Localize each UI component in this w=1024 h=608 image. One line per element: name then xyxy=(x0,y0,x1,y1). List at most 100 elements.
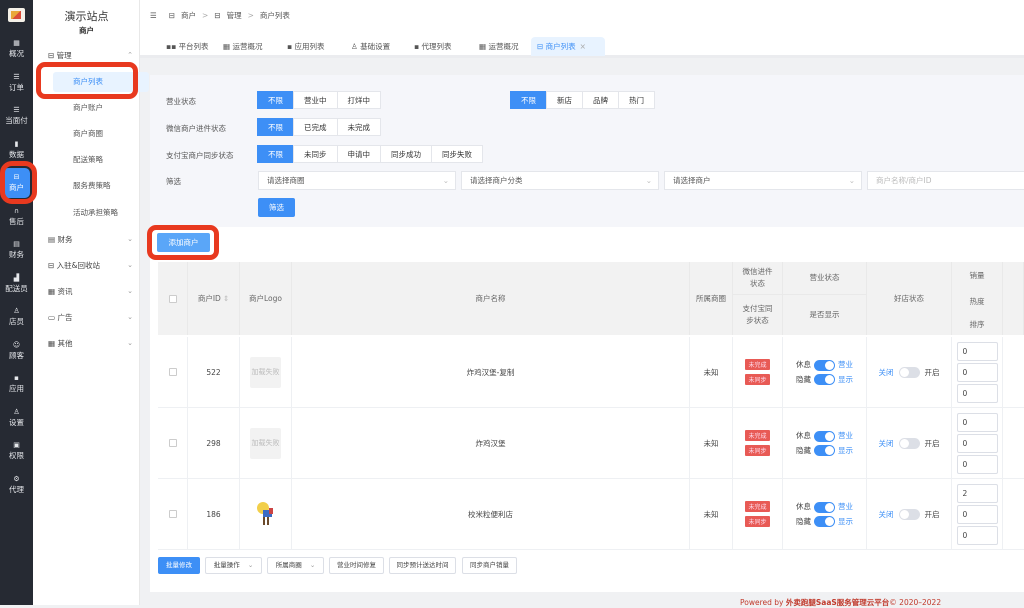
tab-ops-overview[interactable]: ▦ 运营概况 xyxy=(217,37,268,56)
tab-label: 平台列表 xyxy=(178,42,209,51)
option[interactable]: 新店 xyxy=(546,91,583,109)
rail-item-3[interactable]: ▮ 数据 xyxy=(3,135,30,165)
filter-button[interactable]: 筛选 xyxy=(258,198,295,217)
footer-brand[interactable]: 外卖跑腿SaaS服务管理云平台 xyxy=(785,598,890,607)
fix-hours-button[interactable]: 营业时间修复 xyxy=(329,557,384,574)
breadcrumb-item[interactable]: 管理 xyxy=(226,10,242,20)
rail-item-1[interactable]: ☰ 订单 xyxy=(3,68,30,98)
tab-agent-list[interactable]: ▪ 代理列表 xyxy=(408,37,457,56)
biz-toggle[interactable] xyxy=(814,359,835,371)
rail-item-9[interactable]: ☺ 顾客 xyxy=(3,336,30,366)
option[interactable]: 不限 xyxy=(510,91,547,109)
sync-eta-button[interactable]: 同步预计送达时间 xyxy=(389,557,456,574)
collapse-menu-icon[interactable]: ☰ xyxy=(150,10,157,20)
sidebar-group-news[interactable]: ▦ 资讯 ⌄ xyxy=(48,284,133,298)
sidebar-item-merchant-account[interactable]: 商户账户 xyxy=(73,103,103,112)
sidebar-item-fee-policy[interactable]: 服务费策略 xyxy=(73,181,111,190)
sidebar-group-other[interactable]: ▦ 其他 ⌄ xyxy=(48,336,133,350)
rail-item-4[interactable]: ⊟ 商户 xyxy=(3,168,30,198)
logo-cell: 加载失败 xyxy=(240,337,292,407)
rail-item-5[interactable]: ∩ 售后 xyxy=(3,202,30,232)
row-checkbox[interactable] xyxy=(168,510,177,518)
sidebar-group-manage[interactable]: ⊟ 管理 ⌃ xyxy=(48,48,133,62)
tab-ops-overview-2[interactable]: ▦ 运营概况 xyxy=(473,37,524,56)
search-input[interactable]: 商户名称/商户ID xyxy=(867,171,1024,190)
option[interactable]: 已完成 xyxy=(293,118,338,136)
breadcrumb-item[interactable]: 商户 xyxy=(181,10,197,20)
merchant-table: 商户ID ⇕ 商户Logo 商户名称 所属商圈 微信进件状态 支付宝同步状态 营业… xyxy=(150,227,1024,592)
rail-label: 概况 xyxy=(9,49,24,58)
sales-input[interactable]: 0 xyxy=(956,412,998,432)
option[interactable]: 申请中 xyxy=(336,145,381,163)
tab-app-list[interactable]: ▪ 应用列表 xyxy=(281,37,330,56)
option[interactable]: 同步成功 xyxy=(380,145,432,163)
rail-item-10[interactable]: ▪ 应用 xyxy=(3,369,30,399)
rail-item-13[interactable]: ⚙ 代理 xyxy=(3,470,30,500)
select-all-checkbox[interactable] xyxy=(168,294,177,303)
option[interactable]: 打烊中 xyxy=(336,91,381,109)
sync-sales-button[interactable]: 同步商户销量 xyxy=(462,557,517,574)
header-alipay: 支付宝同步状态 xyxy=(733,295,783,335)
sales-input[interactable]: 2 xyxy=(956,483,998,503)
sidebar-item-activity-policy[interactable]: 活动承担策略 xyxy=(73,208,118,217)
option[interactable]: 同步失败 xyxy=(431,145,483,163)
tab-basic-settings[interactable]: ♙ 基础设置 xyxy=(345,37,396,56)
heat-input[interactable]: 0 xyxy=(956,504,998,524)
rail-item-6[interactable]: ▤ 财务 xyxy=(3,235,30,265)
option[interactable]: 不限 xyxy=(257,91,294,109)
sales-input[interactable]: 0 xyxy=(956,341,998,361)
good-toggle[interactable] xyxy=(898,437,920,449)
sidebar-item-merchant-list[interactable]: 商户列表 xyxy=(53,72,149,92)
header-id[interactable]: 商户ID ⇕ xyxy=(188,262,240,335)
sort-icon[interactable]: ⇕ xyxy=(222,293,230,303)
tab-merchant-list[interactable]: ⊟ 商户列表 × xyxy=(531,37,605,56)
good-toggle[interactable] xyxy=(898,366,920,378)
row-checkbox[interactable] xyxy=(168,368,177,376)
heat-input[interactable]: 0 xyxy=(956,433,998,453)
batch-ops-dropdown[interactable]: 批量操作 ⌄ xyxy=(205,557,262,574)
option[interactable]: 未完成 xyxy=(336,118,381,136)
display-toggle[interactable] xyxy=(814,516,835,527)
rail-item-12[interactable]: ▣ 权限 xyxy=(3,436,30,466)
category-select[interactable]: 请选择商户分类 ⌄ xyxy=(461,171,659,190)
option[interactable]: 不限 xyxy=(257,145,294,163)
option[interactable]: 热门 xyxy=(618,91,655,109)
sort-input[interactable]: 0 xyxy=(956,383,998,403)
sort-input[interactable]: 0 xyxy=(956,454,998,474)
biz-toggle[interactable] xyxy=(814,501,835,513)
sidebar-group-ads[interactable]: ▭ 广告 ⌄ xyxy=(48,310,133,324)
sidebar-group-finance[interactable]: ▤ 财务 ⌄ xyxy=(48,232,133,246)
option[interactable]: 品牌 xyxy=(582,91,619,109)
biz-toggle[interactable] xyxy=(814,430,835,442)
add-merchant-button[interactable]: 添加商户 xyxy=(157,233,210,252)
sort-input[interactable]: 0 xyxy=(956,525,998,545)
option[interactable]: 不限 xyxy=(257,118,294,136)
rail-item-11[interactable]: ♙ 设置 xyxy=(3,403,30,433)
heat-input[interactable]: 0 xyxy=(956,362,998,382)
sidebar-item-delivery-policy[interactable]: 配送策略 xyxy=(73,155,103,164)
rail-item-0[interactable]: ▦ 概况 xyxy=(3,34,30,64)
tab-platform-list[interactable]: ▪▪ 平台列表 xyxy=(160,37,215,56)
open-label: 营业 xyxy=(838,360,853,369)
rail-item-2[interactable]: ☰ 当面付 xyxy=(3,101,30,131)
store-icon: ⊟ xyxy=(168,10,176,20)
batch-edit-button[interactable]: 批量修改 xyxy=(158,557,200,574)
chevron-down-icon: ⌄ xyxy=(127,339,133,347)
sidebar-item-merchant-district[interactable]: 商户商圈 xyxy=(73,129,103,138)
sidebar-group-onboard[interactable]: ⊟ 入驻&回收站 ⌄ xyxy=(48,258,133,272)
good-toggle[interactable] xyxy=(898,508,920,520)
merchant-select[interactable]: 请选择商户 ⌄ xyxy=(664,171,862,190)
display-toggle[interactable] xyxy=(814,445,835,456)
display-toggle[interactable] xyxy=(814,374,835,385)
option[interactable]: 营业中 xyxy=(293,91,338,109)
district-dropdown[interactable]: 所属商圈 ⌄ xyxy=(267,557,324,574)
close-icon[interactable]: × xyxy=(579,42,586,51)
header-heat: 热度 xyxy=(952,290,1003,314)
district-select[interactable]: 请选择商圈 ⌄ xyxy=(258,171,456,190)
rail-item-8[interactable]: ♙ 店员 xyxy=(3,302,30,332)
alipay-status-label: 支付宝商户同步状态 xyxy=(166,151,234,160)
option[interactable]: 未同步 xyxy=(293,145,338,163)
rail-item-7[interactable]: ▟ 配送员 xyxy=(3,269,30,299)
alipay-status-segment: 不限 未同步 申请中 同步成功 同步失败 xyxy=(257,145,483,163)
row-checkbox[interactable] xyxy=(168,439,177,447)
